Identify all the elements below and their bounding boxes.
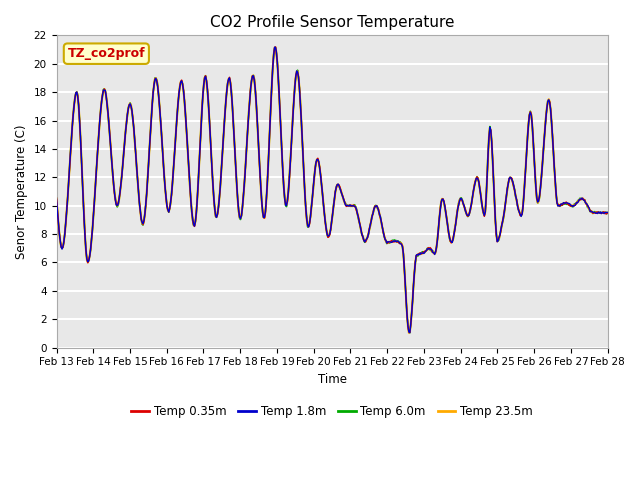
Temp 0.35m — [604, 210, 611, 216]
Temp 6.0m — [406, 330, 413, 336]
Temp 23.5m — [271, 44, 279, 50]
Temp 6.0m — [422, 248, 430, 253]
Temp 6.0m — [195, 181, 202, 187]
Line: Temp 23.5m: Temp 23.5m — [56, 47, 607, 333]
Temp 23.5m — [604, 210, 611, 216]
Temp 23.5m — [470, 189, 477, 195]
Temp 6.0m — [150, 82, 158, 88]
Temp 23.5m — [378, 224, 386, 230]
Temp 0.35m — [150, 81, 158, 87]
Temp 0.35m — [470, 190, 477, 196]
Legend: Temp 0.35m, Temp 1.8m, Temp 6.0m, Temp 23.5m: Temp 0.35m, Temp 1.8m, Temp 6.0m, Temp 2… — [127, 400, 538, 423]
Text: TZ_co2prof: TZ_co2prof — [68, 47, 145, 60]
Temp 1.8m — [150, 82, 158, 88]
Temp 0.35m — [271, 44, 279, 50]
Temp 0.35m — [406, 329, 413, 335]
Line: Temp 0.35m: Temp 0.35m — [56, 47, 607, 332]
Temp 0.35m — [52, 197, 60, 203]
Temp 1.8m — [195, 180, 202, 185]
Temp 23.5m — [422, 248, 430, 253]
Temp 1.8m — [406, 330, 413, 336]
Temp 1.8m — [470, 189, 477, 194]
Temp 6.0m — [604, 210, 611, 216]
Temp 1.8m — [422, 248, 430, 253]
Y-axis label: Senor Temperature (C): Senor Temperature (C) — [15, 124, 28, 259]
Temp 6.0m — [271, 45, 279, 50]
Temp 1.8m — [303, 216, 310, 222]
Temp 0.35m — [378, 223, 386, 229]
Temp 23.5m — [303, 217, 310, 223]
Line: Temp 1.8m: Temp 1.8m — [56, 47, 607, 333]
Temp 6.0m — [470, 190, 477, 195]
X-axis label: Time: Time — [317, 373, 347, 386]
Temp 1.8m — [604, 210, 611, 216]
Temp 23.5m — [150, 82, 158, 87]
Temp 23.5m — [405, 330, 413, 336]
Temp 1.8m — [52, 195, 60, 201]
Temp 0.35m — [422, 248, 430, 253]
Temp 23.5m — [195, 180, 202, 185]
Temp 0.35m — [303, 217, 310, 223]
Temp 6.0m — [378, 225, 386, 230]
Temp 1.8m — [378, 224, 386, 230]
Line: Temp 6.0m: Temp 6.0m — [56, 48, 607, 333]
Temp 23.5m — [52, 196, 60, 202]
Temp 6.0m — [303, 216, 310, 222]
Temp 6.0m — [52, 195, 60, 201]
Temp 0.35m — [195, 180, 202, 186]
Title: CO2 Profile Sensor Temperature: CO2 Profile Sensor Temperature — [210, 15, 454, 30]
Temp 1.8m — [271, 44, 278, 50]
